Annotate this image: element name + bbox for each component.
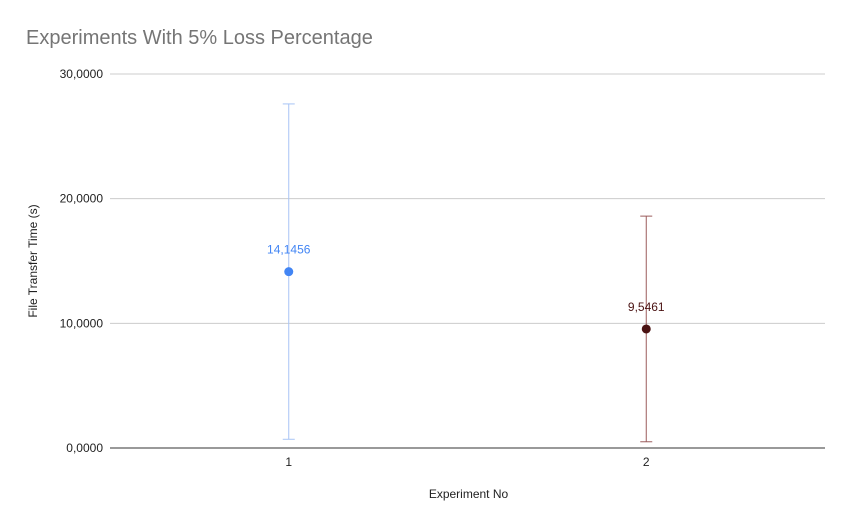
x-tick-label: 2 — [643, 455, 650, 469]
data-label: 9,5461 — [628, 300, 665, 314]
y-tick-label: 20,0000 — [60, 192, 104, 206]
data-label: 14,1456 — [267, 243, 311, 257]
y-tick-label: 30,0000 — [60, 67, 104, 81]
x-axis-title: Experiment No — [429, 487, 509, 501]
y-tick-label: 0,0000 — [66, 441, 103, 455]
y-tick-label: 10,0000 — [60, 316, 104, 330]
data-point — [284, 267, 294, 277]
x-tick-label: 1 — [285, 455, 292, 469]
chart-title: Experiments With 5% Loss Percentage — [26, 27, 373, 49]
data-point — [641, 324, 651, 334]
y-axis-title: File Transfer Time (s) — [26, 204, 40, 317]
